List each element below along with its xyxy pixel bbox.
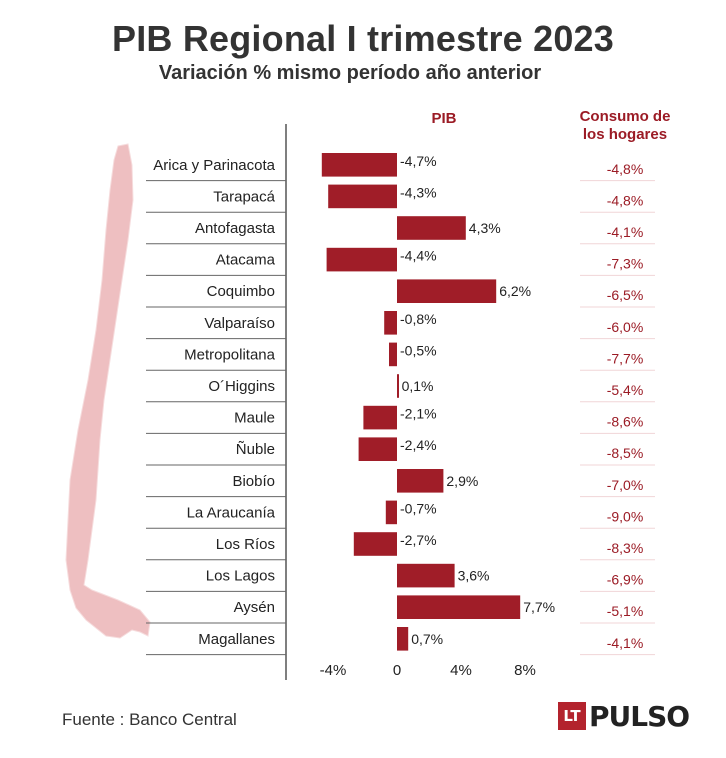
- category-label: Maule: [234, 410, 275, 427]
- bar: [326, 247, 397, 272]
- consumption-header-line: Consumo de: [580, 108, 671, 125]
- chart-title: PIB Regional I trimestre 2023: [112, 18, 614, 59]
- category-label: Metropolitana: [184, 346, 276, 363]
- bar: [358, 437, 397, 461]
- chart-subtitle: Variación % mismo período año anterior: [158, 62, 542, 84]
- source-note: Fuente : Banco Central: [62, 710, 237, 729]
- consumption-value: -6,0%: [607, 319, 644, 335]
- category-label: La Araucanía: [187, 504, 276, 521]
- consumption-value: -4,1%: [607, 635, 644, 651]
- consumption-value: -7,0%: [607, 477, 644, 493]
- value-label: 2,9%: [446, 473, 478, 489]
- value-label: -4,7%: [400, 153, 437, 169]
- bar: [397, 374, 399, 398]
- bar: [397, 469, 444, 493]
- category-label: Ñuble: [236, 441, 275, 458]
- chile-map-icon: [65, 143, 151, 639]
- bar: [397, 563, 455, 588]
- category-label: Los Lagos: [206, 568, 275, 585]
- consumption-value: -8,6%: [607, 414, 644, 430]
- bar: [397, 216, 466, 240]
- consumption-value: -6,9%: [607, 572, 644, 588]
- category-label: Atacama: [216, 252, 276, 269]
- value-label: -0,7%: [400, 500, 437, 516]
- consumption-value: -5,4%: [607, 382, 644, 398]
- consumption-value: -7,7%: [607, 350, 644, 366]
- value-label: -2,7%: [400, 532, 437, 548]
- category-label: Antofagasta: [195, 220, 276, 237]
- value-label: -0,5%: [400, 342, 437, 358]
- consumption-value: -4,8%: [607, 192, 644, 208]
- category-label: Aysén: [234, 599, 275, 616]
- consumption-value: -8,5%: [607, 445, 644, 461]
- consumption-value: -9,0%: [607, 508, 644, 524]
- value-label: 6,2%: [499, 283, 531, 299]
- value-label: -0,8%: [400, 311, 437, 327]
- bar: [353, 532, 397, 556]
- value-label: -4,4%: [400, 248, 437, 264]
- value-label: 0,1%: [402, 378, 434, 394]
- category-label: O´Higgins: [208, 378, 275, 395]
- value-label: 3,6%: [458, 568, 490, 584]
- bar: [385, 500, 397, 525]
- bar: [397, 595, 521, 619]
- bar: [384, 311, 397, 335]
- chile-map-shape: [65, 143, 151, 639]
- consumption-value: -7,3%: [607, 256, 644, 272]
- consumption-value: -4,1%: [607, 224, 644, 240]
- pib-header: PIB: [431, 110, 456, 127]
- consumption-value: -6,5%: [607, 287, 644, 303]
- value-label: 7,7%: [523, 599, 555, 615]
- category-label: Magallanes: [198, 631, 275, 648]
- value-label: 0,7%: [411, 631, 443, 647]
- bar: [321, 153, 397, 177]
- category-label: Valparaíso: [204, 315, 275, 332]
- consumption-value: -8,3%: [607, 540, 644, 556]
- x-tick-label: 4%: [450, 662, 472, 679]
- category-label: Arica y Parinacota: [153, 157, 275, 174]
- x-tick-label: -4%: [320, 662, 347, 679]
- value-label: -4,3%: [400, 184, 437, 200]
- value-label: -2,1%: [400, 406, 437, 422]
- bar: [363, 405, 397, 430]
- bar: [397, 279, 497, 303]
- category-label: Tarapacá: [213, 188, 275, 205]
- category-label: Los Ríos: [216, 536, 275, 553]
- category-label: Coquimbo: [207, 283, 275, 300]
- logo-mark: LT: [558, 702, 586, 730]
- category-label: Biobío: [232, 473, 275, 490]
- pulso-logo: LT PULSO: [558, 699, 690, 733]
- consumption-value: -5,1%: [607, 603, 644, 619]
- x-tick-label: 0: [393, 662, 401, 679]
- value-label: -2,4%: [400, 437, 437, 453]
- consumption-header-line: los hogares: [583, 126, 667, 143]
- consumption-value: -4,8%: [607, 161, 644, 177]
- x-tick-label: 8%: [514, 662, 536, 679]
- bar: [397, 627, 409, 651]
- value-label: 4,3%: [469, 220, 501, 236]
- bar: [328, 184, 397, 209]
- logo-wordmark: PULSO: [589, 699, 690, 733]
- bar: [389, 342, 397, 367]
